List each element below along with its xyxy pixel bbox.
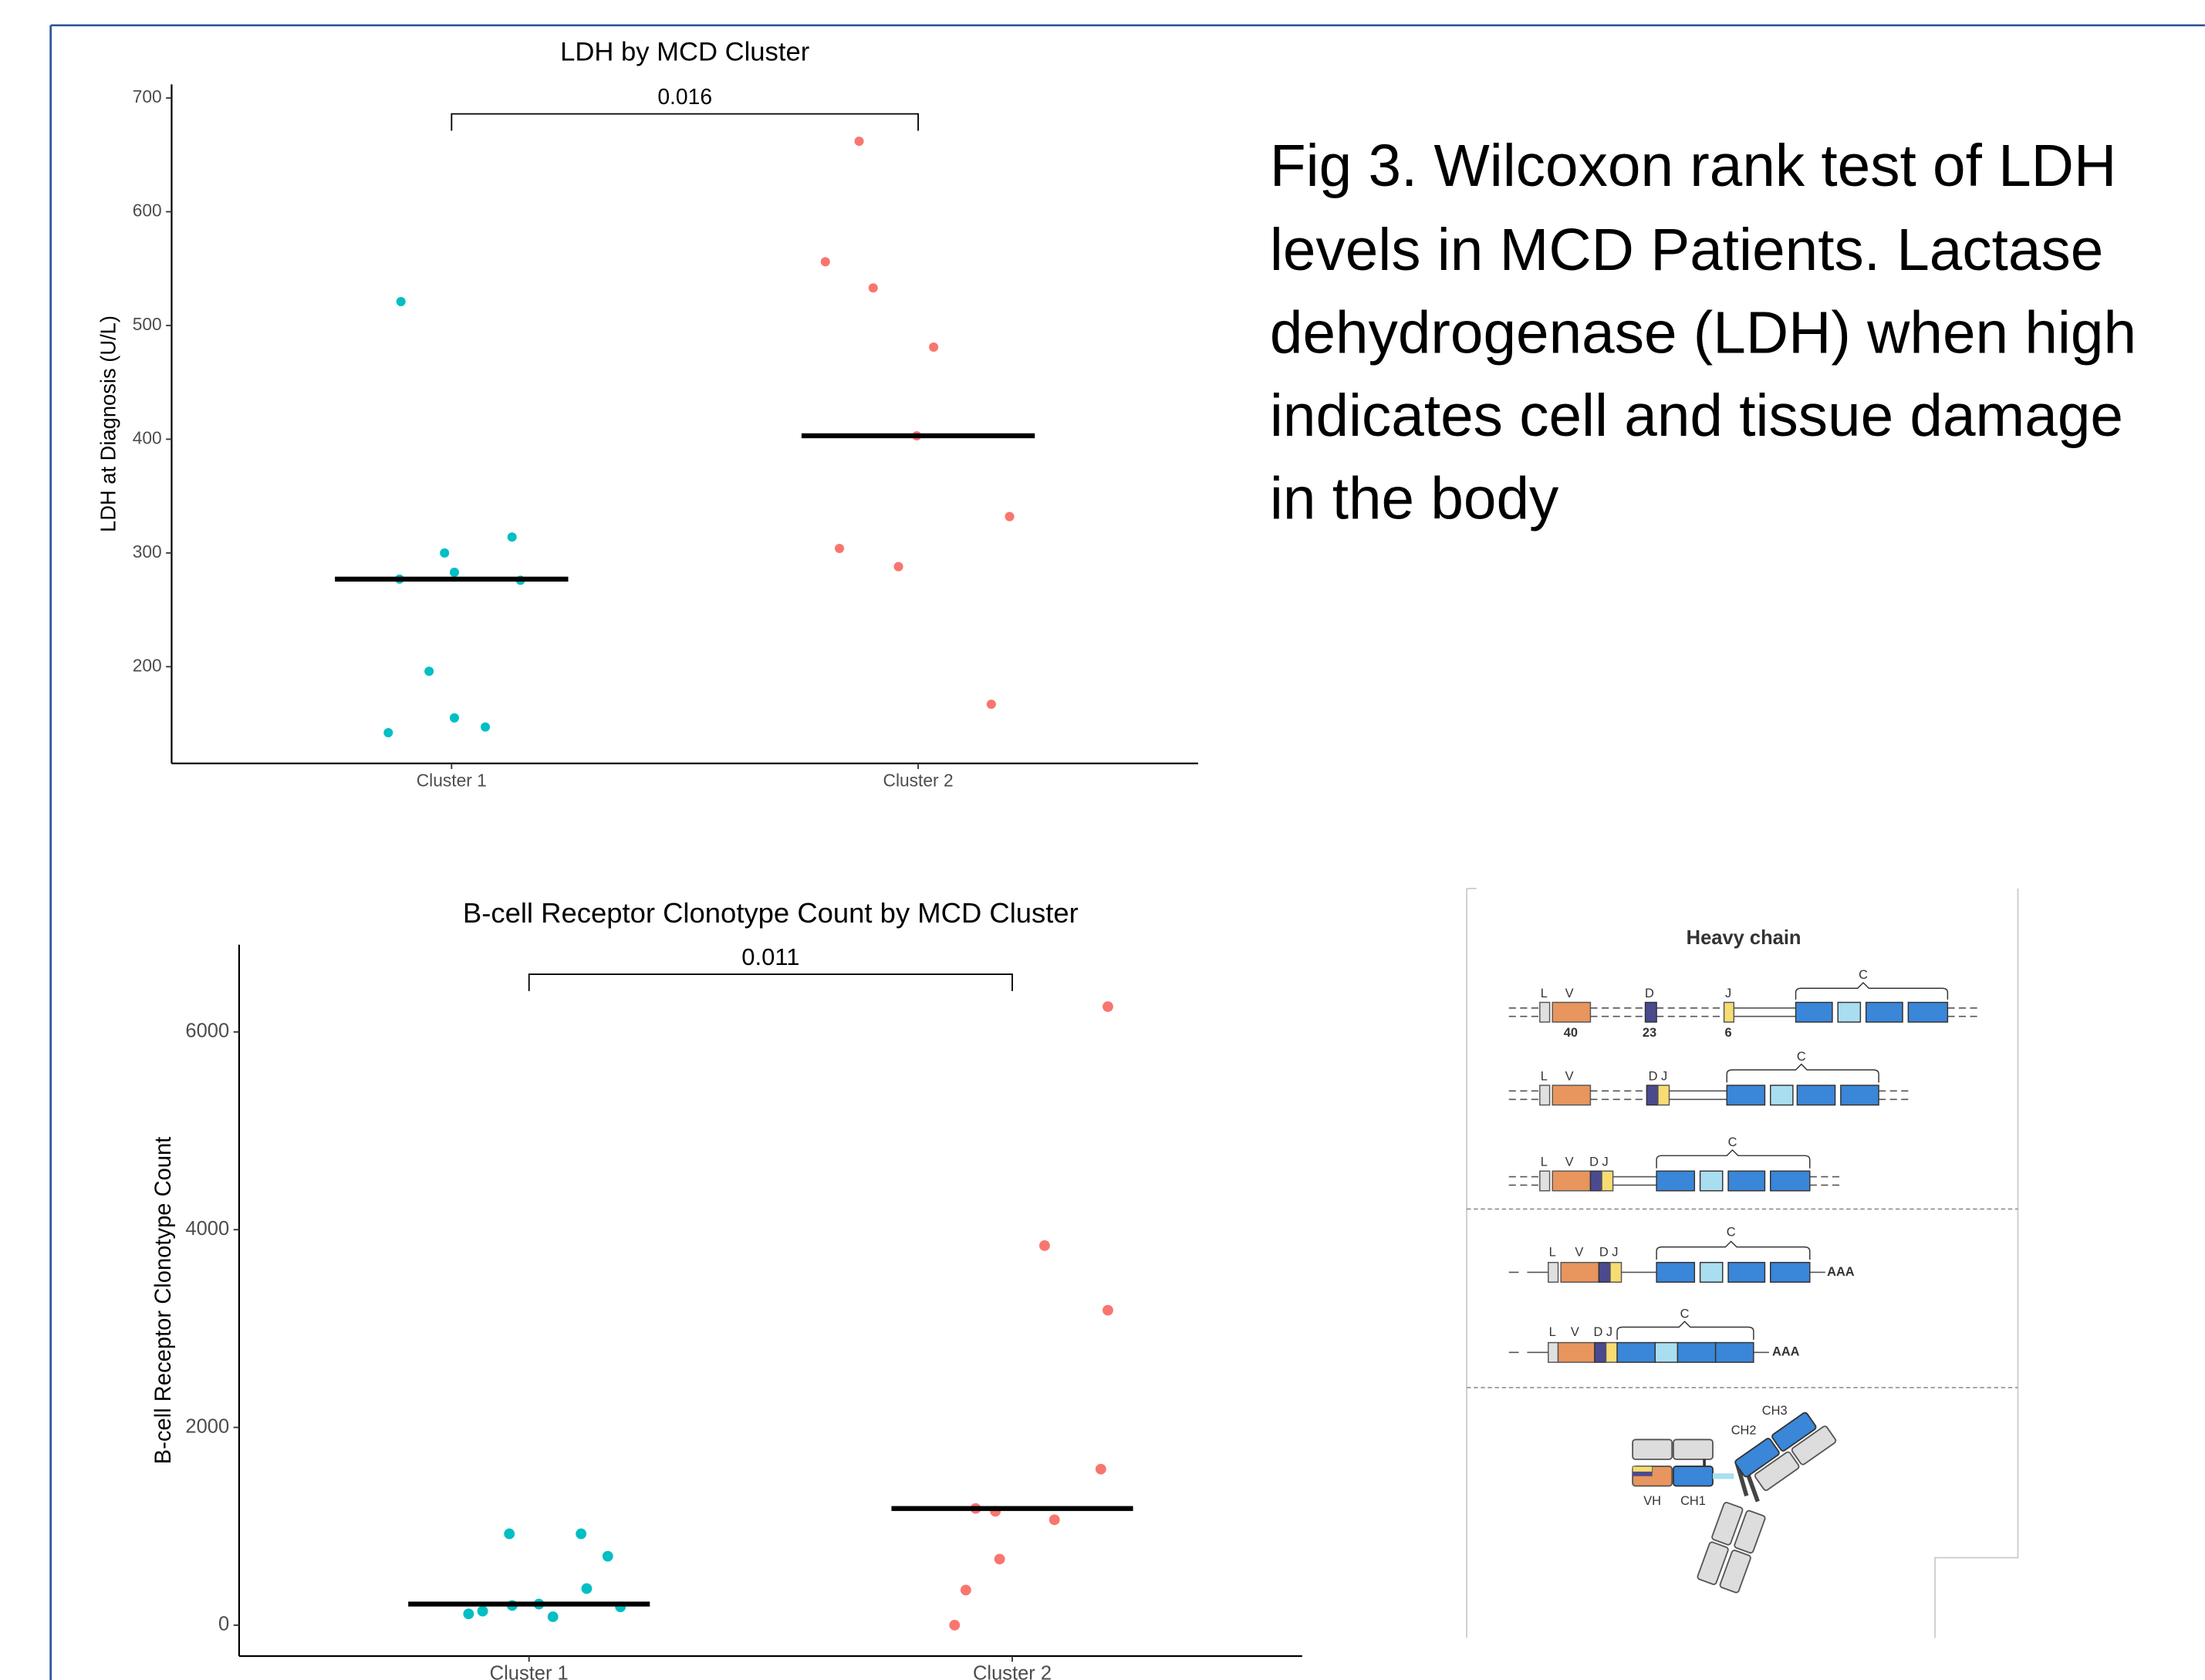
caption-line: indicates cell and tissue damage xyxy=(1270,383,2123,449)
point xyxy=(855,137,864,146)
caption-line: dehydrogenase (LDH) when high xyxy=(1270,301,2136,366)
point xyxy=(548,1611,559,1622)
diagram-title: Heavy chain xyxy=(1687,927,1801,949)
transcript-row: L V D J C AAA xyxy=(1509,1226,1855,1282)
segment-label: D xyxy=(1645,987,1654,1000)
segment-count: 40 xyxy=(1564,1026,1578,1040)
segment-label: L xyxy=(1541,987,1548,1000)
point xyxy=(450,713,459,723)
segment-label: D J xyxy=(1589,1155,1609,1169)
chart-title: B-cell Receptor Clonotype Count by MCD C… xyxy=(463,897,1079,929)
significance-bracket xyxy=(529,974,1012,991)
gene-row: L V D J C xyxy=(1509,1135,1842,1191)
point xyxy=(508,532,517,541)
point xyxy=(478,1606,488,1617)
point xyxy=(929,342,938,352)
segment-label: V xyxy=(1565,1069,1574,1083)
point xyxy=(383,728,393,737)
polya-tail: AAA xyxy=(1827,1265,1855,1279)
segment-label: V xyxy=(1565,987,1574,1000)
point xyxy=(1102,1305,1113,1316)
segment-label: V xyxy=(1571,1325,1579,1339)
point xyxy=(504,1529,515,1540)
segment-count: 6 xyxy=(1724,1026,1731,1040)
y-tick-label: 200 xyxy=(133,655,162,675)
y-tick-label: 700 xyxy=(133,86,162,106)
domain-label: CH2 xyxy=(1731,1424,1757,1438)
point xyxy=(961,1584,971,1595)
caption-line: Fig 3. Wilcoxon rank test of LDH xyxy=(1270,133,2116,199)
segment-label: C xyxy=(1680,1307,1690,1321)
y-tick-label: 4000 xyxy=(185,1218,229,1240)
x-tick-label: Cluster 2 xyxy=(883,770,954,790)
point xyxy=(481,722,490,731)
point xyxy=(1005,512,1015,521)
point xyxy=(582,1584,593,1594)
transcript-row: L V D J C AAA xyxy=(1509,1307,1800,1362)
caption: Fig 3. Wilcoxon rank test of LDH levels … xyxy=(1270,133,2136,532)
y-tick-label: 600 xyxy=(133,201,162,221)
segment-label: L xyxy=(1541,1155,1548,1169)
segment-label: D J xyxy=(1599,1245,1619,1259)
page: Fig 3. Wilcoxon rank test of LDH levels … xyxy=(0,0,2205,1680)
point xyxy=(869,283,878,292)
segment-label: L xyxy=(1549,1245,1556,1259)
heavy-chain-diagram: Heavy chain L V D J C 40 23 6 xyxy=(1467,889,2018,1638)
x-tick-label: Cluster 1 xyxy=(490,1662,569,1680)
point xyxy=(1039,1240,1050,1251)
slide: Fig 3. Wilcoxon rank test of LDH levels … xyxy=(0,0,2205,1680)
point xyxy=(440,548,449,558)
point xyxy=(603,1551,613,1562)
chart-title: LDH by MCD Cluster xyxy=(560,37,809,66)
caption-line: in the body xyxy=(1270,467,1559,532)
p-value: 0.016 xyxy=(657,84,712,109)
x-tick-label: Cluster 1 xyxy=(417,770,487,790)
x-tick-label: Cluster 2 xyxy=(973,1662,1052,1680)
point xyxy=(424,666,434,676)
y-tick-label: 400 xyxy=(133,427,162,447)
y-tick-label: 500 xyxy=(133,314,162,334)
point xyxy=(450,568,459,577)
domain-label: CH1 xyxy=(1680,1494,1706,1508)
segment-label: C xyxy=(1797,1050,1806,1064)
segment-label: C xyxy=(1859,968,1868,982)
caption-line: levels in MCD Patients. Lactase xyxy=(1270,218,2103,283)
segment-label: C xyxy=(1727,1226,1736,1240)
point xyxy=(949,1620,960,1631)
point xyxy=(576,1529,586,1540)
point xyxy=(1049,1514,1060,1525)
antibody: VH CH1 CH2 CH3 xyxy=(1633,1404,1837,1593)
y-axis-title: B-cell Receptor Clonotype Count xyxy=(151,1137,176,1465)
point xyxy=(1102,1001,1113,1012)
segment-label: C xyxy=(1728,1135,1737,1149)
point xyxy=(894,562,903,572)
y-tick-label: 300 xyxy=(133,541,162,562)
gene-row: L V D J C xyxy=(1509,1050,1910,1105)
y-tick-label: 2000 xyxy=(185,1415,229,1437)
p-value: 0.011 xyxy=(741,943,799,970)
point xyxy=(821,257,830,266)
significance-bracket xyxy=(451,114,918,131)
point xyxy=(397,297,406,306)
segment-label: D J xyxy=(1649,1069,1668,1083)
segment-label: V xyxy=(1565,1155,1574,1169)
point xyxy=(1096,1464,1106,1475)
segment-count: 23 xyxy=(1643,1026,1656,1040)
point xyxy=(994,1553,1005,1564)
segment-label: L xyxy=(1549,1325,1556,1339)
point xyxy=(463,1608,474,1619)
gene-row: L V D J C 40 23 6 xyxy=(1509,968,1980,1040)
point xyxy=(835,544,844,553)
y-tick-label: 0 xyxy=(218,1614,229,1635)
segment-label: J xyxy=(1725,987,1731,1000)
domain-label: VH xyxy=(1643,1494,1661,1508)
domain-label: CH3 xyxy=(1762,1404,1788,1418)
segment-label: D J xyxy=(1594,1325,1613,1339)
y-tick-label: 6000 xyxy=(185,1020,229,1042)
polya-tail: AAA xyxy=(1772,1345,1800,1359)
segment-label: V xyxy=(1575,1245,1583,1259)
y-axis-title: LDH at Diagnosis (U/L) xyxy=(96,315,120,532)
segment-label: L xyxy=(1541,1069,1548,1083)
point xyxy=(987,700,996,709)
